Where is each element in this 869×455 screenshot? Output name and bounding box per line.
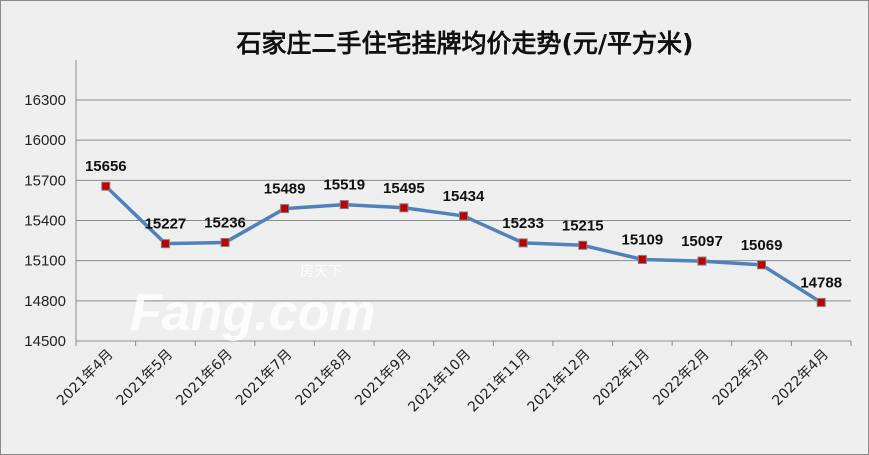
data-point — [578, 240, 588, 250]
x-tick-label: 2021年9月 — [352, 347, 415, 410]
data-point — [816, 297, 826, 307]
y-tick-label: 14500 — [24, 333, 66, 350]
data-point — [637, 254, 647, 264]
y-tick-label: 14800 — [24, 293, 66, 310]
data-label: 15097 — [681, 233, 723, 250]
x-tick-label: 2022年4月 — [769, 347, 832, 410]
y-tick-label: 15100 — [24, 253, 66, 270]
data-label: 15656 — [85, 158, 127, 175]
data-label: 15236 — [204, 214, 246, 231]
data-label: 14788 — [800, 274, 842, 291]
data-point — [160, 239, 170, 249]
data-point — [220, 237, 230, 247]
data-point — [280, 204, 290, 214]
data-label: 15489 — [264, 181, 306, 198]
data-label: 15215 — [562, 217, 604, 234]
y-tick-label: 15400 — [24, 213, 66, 230]
data-label: 15519 — [323, 177, 365, 194]
data-point — [339, 200, 349, 210]
data-point — [697, 256, 707, 266]
x-tick-label: 2022年3月 — [710, 347, 773, 410]
chart-title: 石家庄二手住宅挂牌均价走势(元/平方米) — [236, 29, 694, 58]
x-tick-label: 2022年1月 — [591, 347, 654, 410]
x-tick-label: 2021年7月 — [233, 347, 296, 410]
data-label: 15233 — [502, 215, 544, 232]
data-point — [518, 238, 528, 248]
x-tick-label: 2021年4月 — [54, 347, 117, 410]
data-point — [399, 203, 409, 213]
x-tick-label: 2021年12月 — [525, 347, 594, 416]
data-label: 15495 — [383, 180, 425, 197]
data-point — [459, 211, 468, 221]
x-tick-label: 2021年5月 — [114, 347, 177, 410]
x-tick-label: 2022年2月 — [650, 347, 713, 410]
watermark-sub: 房天下 — [300, 264, 342, 280]
data-label: 15109 — [621, 231, 663, 248]
x-tick-label: 2021年6月 — [173, 347, 236, 410]
x-tick-label: 2021年8月 — [292, 347, 355, 410]
y-tick-label: 16300 — [24, 92, 66, 109]
x-tick-label: 2021年11月 — [465, 347, 534, 416]
data-point — [757, 260, 767, 270]
data-label: 15227 — [145, 216, 187, 233]
x-tick-label: 2021年10月 — [405, 347, 474, 416]
y-tick-label: 15700 — [24, 172, 66, 189]
data-label: 15069 — [741, 237, 783, 254]
data-label: 15434 — [443, 188, 485, 205]
y-tick-label: 16000 — [24, 132, 66, 149]
watermark-brand: Fang.com — [130, 284, 376, 342]
watermark: Fang.com 房天下 — [130, 264, 376, 342]
data-point — [101, 181, 111, 191]
